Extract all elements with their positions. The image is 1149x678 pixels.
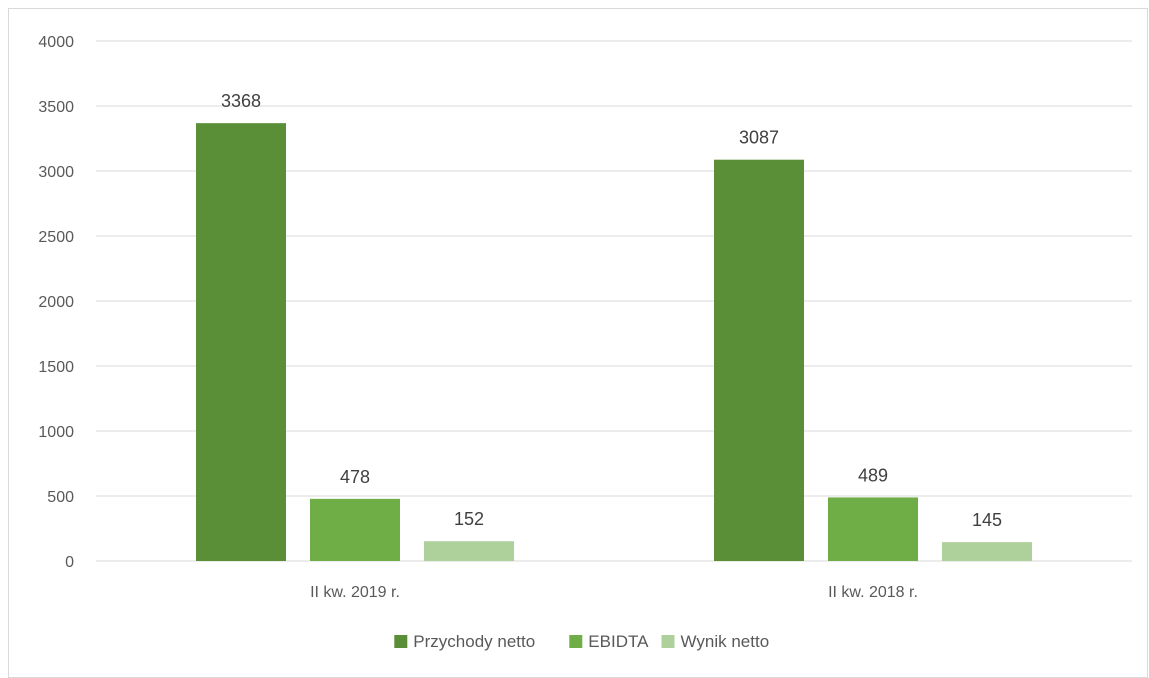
legend-label: Przychody netto <box>413 632 535 651</box>
y-tick-label: 4000 <box>38 34 74 51</box>
data-labels: 3368 478 152 3087 489 145 <box>221 91 1002 530</box>
data-label: 152 <box>454 509 484 529</box>
legend: Przychody netto EBIDTA Wynik netto <box>394 632 769 651</box>
data-label: 478 <box>340 467 370 487</box>
y-tick-label: 2000 <box>38 294 74 311</box>
y-tick-label: 1500 <box>38 359 74 376</box>
y-tick-label: 3000 <box>38 164 74 181</box>
bar <box>714 159 804 561</box>
legend-swatch <box>661 635 675 648</box>
bar <box>828 497 918 561</box>
data-label: 3368 <box>221 91 261 111</box>
bar <box>196 123 286 561</box>
legend-swatch <box>569 635 583 648</box>
x-tick-label: II kw. 2019 r. <box>310 584 400 601</box>
bar <box>310 498 400 561</box>
y-tick-label: 1000 <box>38 424 74 441</box>
bar <box>942 542 1032 561</box>
y-tick-label: 2500 <box>38 229 74 246</box>
bar <box>424 541 514 561</box>
legend-swatch <box>394 635 408 648</box>
y-axis-tick-labels: 0 500 1000 1500 2000 2500 3000 3500 4000 <box>38 34 74 571</box>
y-tick-label: 500 <box>47 489 74 506</box>
bars <box>196 123 1032 561</box>
data-label: 489 <box>858 465 888 485</box>
y-tick-label: 3500 <box>38 99 74 116</box>
legend-label: EBIDTA <box>588 632 649 651</box>
x-tick-label: II kw. 2018 r. <box>828 584 918 601</box>
y-tick-label: 0 <box>65 554 74 571</box>
data-label: 145 <box>972 510 1002 530</box>
x-axis-tick-labels: II kw. 2019 r. II kw. 2018 r. <box>310 584 918 601</box>
data-label: 3087 <box>739 128 779 148</box>
legend-label: Wynik netto <box>681 632 770 651</box>
